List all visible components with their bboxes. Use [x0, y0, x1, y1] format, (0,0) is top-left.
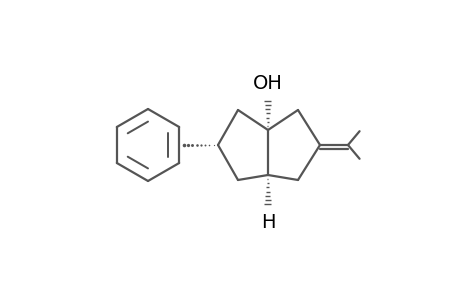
Text: H: H: [260, 213, 274, 232]
Text: OH: OH: [252, 74, 282, 93]
